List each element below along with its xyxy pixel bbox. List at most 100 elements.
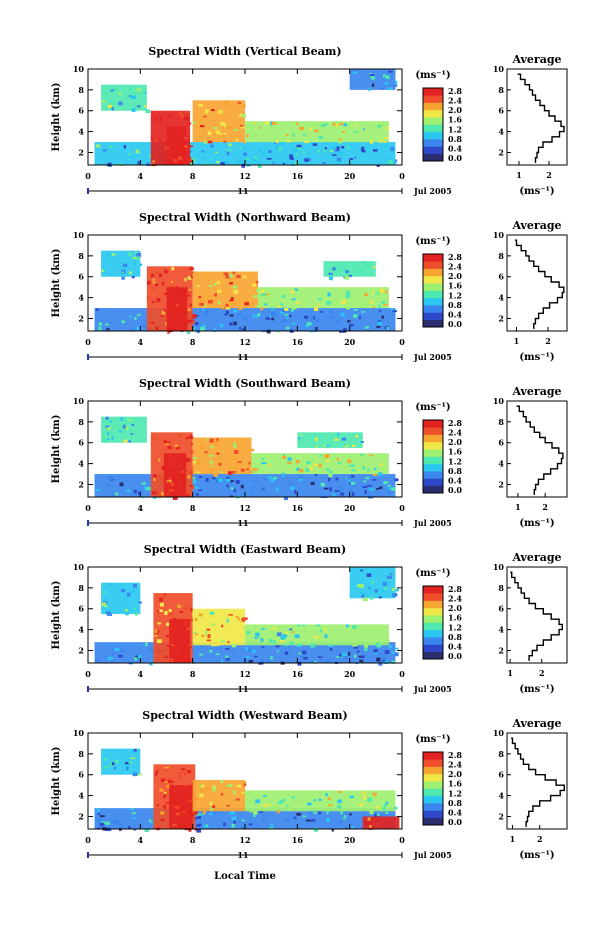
heatmap-cell (123, 145, 127, 149)
y-tick-label: 8 (78, 417, 84, 427)
heatmap-cell (351, 444, 356, 447)
heatmap-cell (272, 161, 275, 164)
heatmap-cell (168, 489, 174, 492)
profile-y-tick-label: 10 (493, 230, 505, 240)
heatmap-cell (306, 460, 311, 465)
heatmap-cell (329, 470, 333, 474)
heatmap-cell (271, 317, 275, 321)
colorbar-swatch (423, 607, 443, 616)
colorbar-tick-label: 2.0 (448, 437, 462, 447)
heatmap-cell (357, 643, 361, 648)
heatmap-cell (377, 472, 383, 476)
heatmap-cell (323, 628, 327, 632)
heatmap-cell (155, 283, 159, 287)
heatmap-cell (297, 146, 302, 150)
heatmap-cell (218, 300, 221, 305)
heatmap-cell (368, 826, 373, 830)
y-tick-label: 4 (78, 625, 84, 635)
heatmap-cell (352, 71, 358, 74)
heatmap-cell (319, 659, 324, 662)
heatmap-cell (133, 316, 137, 320)
heatmap-cell (335, 656, 340, 658)
heatmap-cell (199, 653, 203, 656)
heatmap-cell (196, 285, 200, 288)
heatmap-cell (156, 298, 161, 303)
heatmap-cell (288, 629, 293, 633)
heatmap-cell (277, 142, 282, 145)
heatmap-cell (298, 468, 304, 473)
heatmap-cell (189, 159, 193, 163)
heatmap-cell (309, 466, 313, 471)
heatmap-cell (164, 610, 168, 615)
heatmap-cell (180, 114, 184, 118)
heatmap-cell (341, 437, 347, 441)
heatmap-cell (152, 160, 155, 163)
heatmap-cell (297, 661, 302, 666)
heatmap-cell (237, 625, 242, 628)
heatmap-cell (194, 617, 198, 622)
heatmap-cell (155, 139, 158, 142)
heatmap-cell (335, 160, 340, 164)
heatmap-cell (202, 156, 206, 160)
heatmap-cell (320, 124, 326, 127)
heatmap-cell (349, 488, 353, 493)
heatmap-cell (180, 819, 184, 823)
heatmap-cell (387, 487, 392, 489)
heatmap-cell (233, 791, 236, 795)
heatmap-cell (379, 138, 382, 143)
heatmap-cell (244, 302, 249, 306)
x-tick-label: 20 (344, 171, 356, 181)
profile-x-tick-label: 2 (539, 668, 545, 678)
heatmap-cell (165, 622, 171, 626)
heatmap-cell (280, 311, 285, 314)
heatmap-cell (272, 632, 275, 636)
heatmap-cell (369, 140, 373, 144)
heatmap-cell (368, 488, 373, 491)
heatmap-cell (195, 127, 200, 130)
heatmap-cell (194, 322, 199, 326)
profile-line (514, 239, 565, 329)
heatmap-cell (164, 768, 167, 771)
heatmap-cell (380, 288, 385, 293)
heatmap-cell (308, 158, 311, 161)
heatmap-cell (214, 293, 217, 297)
heatmap-cell (345, 295, 349, 299)
colorbar-tick-label: 2.4 (448, 760, 462, 770)
heatmap-cell (172, 646, 175, 649)
y-tick-label: 2 (78, 645, 84, 655)
heatmap-cell (212, 133, 216, 136)
heatmap-cell (164, 490, 169, 494)
colorbar-tick-label: 0.4 (448, 475, 462, 485)
heatmap-cell (344, 466, 347, 469)
heatmap-cell (306, 322, 312, 326)
profile-y-tick-label: 8 (498, 85, 504, 95)
heatmap-cell (293, 816, 297, 819)
heatmap-cell (133, 828, 137, 831)
heatmap-cell (341, 652, 347, 657)
heatmap-cell (382, 73, 386, 78)
heatmap-cell (191, 320, 195, 324)
heatmap-cell (395, 647, 399, 650)
heatmap-cell (112, 820, 117, 824)
heatmap-cell (175, 134, 178, 137)
heatmap-cell (262, 795, 267, 797)
day-label: 11 (237, 518, 248, 528)
heatmap-cell (328, 473, 333, 478)
heatmap-cell (100, 821, 106, 824)
colorbar-swatch (423, 803, 443, 811)
heatmap-cell (161, 465, 166, 470)
heatmap-cell (323, 149, 327, 153)
heatmap-cell (356, 650, 360, 653)
heatmap-cell (386, 639, 390, 642)
heatmap-cell (189, 434, 193, 438)
colorbar-tick-label: 1.6 (448, 115, 462, 125)
x-tick-label: 0 (399, 337, 405, 347)
x-tick-label: 4 (138, 669, 144, 679)
heatmap-cell (347, 145, 350, 149)
heatmap-cell (336, 157, 342, 162)
x-tick-label: 16 (292, 337, 304, 347)
x-tick-label: 4 (138, 171, 144, 181)
heatmap-cell (249, 810, 253, 813)
heatmap-cell (134, 657, 137, 661)
heatmap-cell (153, 634, 158, 637)
